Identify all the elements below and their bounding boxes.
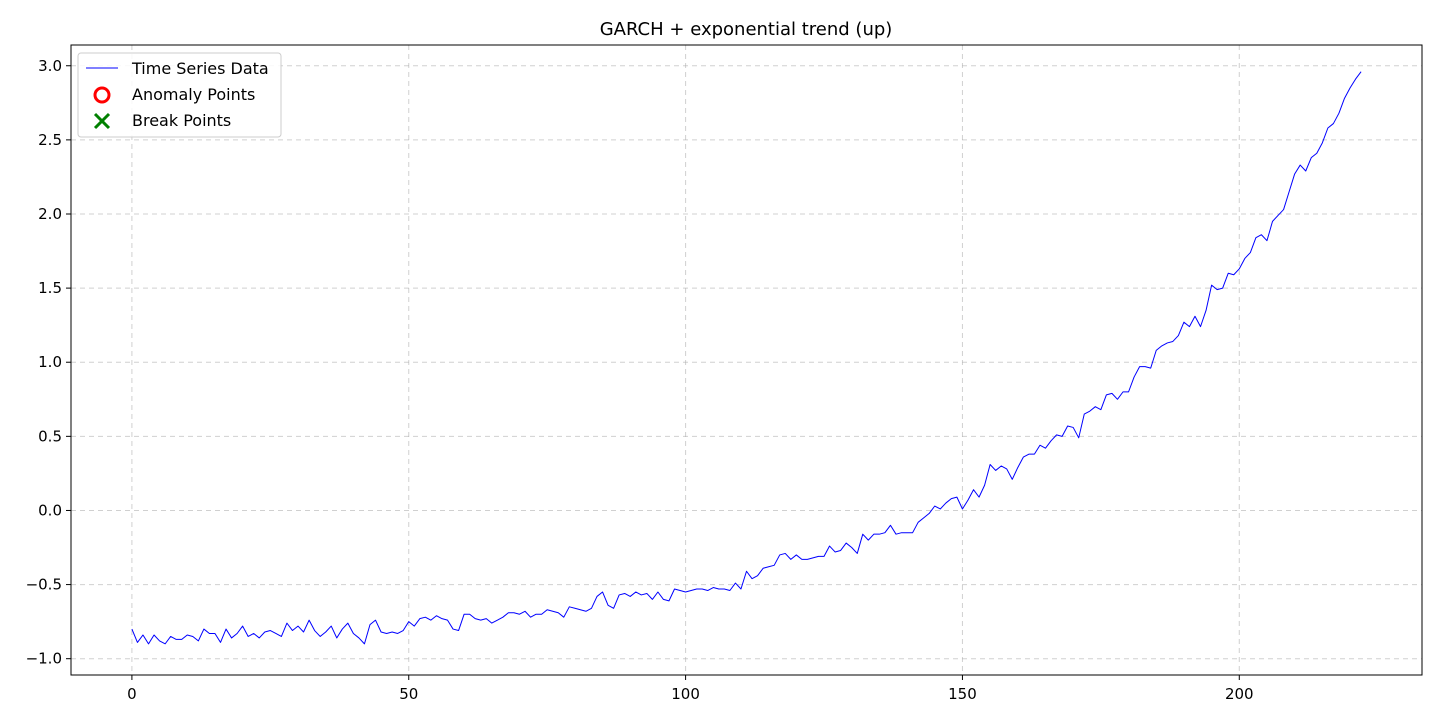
legend-break-x-icon (93, 112, 111, 130)
grid (71, 45, 1422, 675)
y-tick-label: 2.0 (38, 205, 62, 223)
legend-label-time-series: Time Series Data (131, 59, 269, 78)
x-tick-label: 200 (1225, 685, 1254, 703)
y-tick-label: −1.0 (26, 650, 62, 668)
legend-label-anomaly: Anomaly Points (132, 85, 255, 104)
y-tick-label: 2.5 (38, 131, 62, 149)
x-tick-label: 150 (948, 685, 977, 703)
y-tick-label: 1.5 (38, 279, 62, 297)
legend-box (77, 52, 282, 138)
x-tick-label: 0 (127, 685, 137, 703)
y-tick-label: 0.0 (38, 501, 62, 519)
y-tick-label: 1.0 (38, 353, 62, 371)
series-layer (131, 71, 1362, 645)
legend-label-break: Break Points (132, 111, 231, 130)
y-tick-label: 0.5 (38, 427, 62, 445)
y-tick-label: −0.5 (26, 576, 62, 594)
legend: Time Series Data Anomaly Points Break Po… (77, 52, 282, 138)
plot-frame (70, 44, 1423, 676)
x-tick-label: 50 (399, 685, 418, 703)
y-tick-label: 3.0 (38, 57, 62, 75)
series-line-time-series-data (131, 71, 1362, 645)
axis-ticks: 0 50 100 150 200 −1.0 −0.5 0.0 0.5 1.0 1.5 2.0 2.5 3.… (26, 57, 1254, 703)
chart-title: GARCH + exponential trend (up) (600, 19, 893, 40)
x-tick-label: 100 (671, 685, 700, 703)
legend-anomaly-circle-icon (93, 86, 111, 104)
